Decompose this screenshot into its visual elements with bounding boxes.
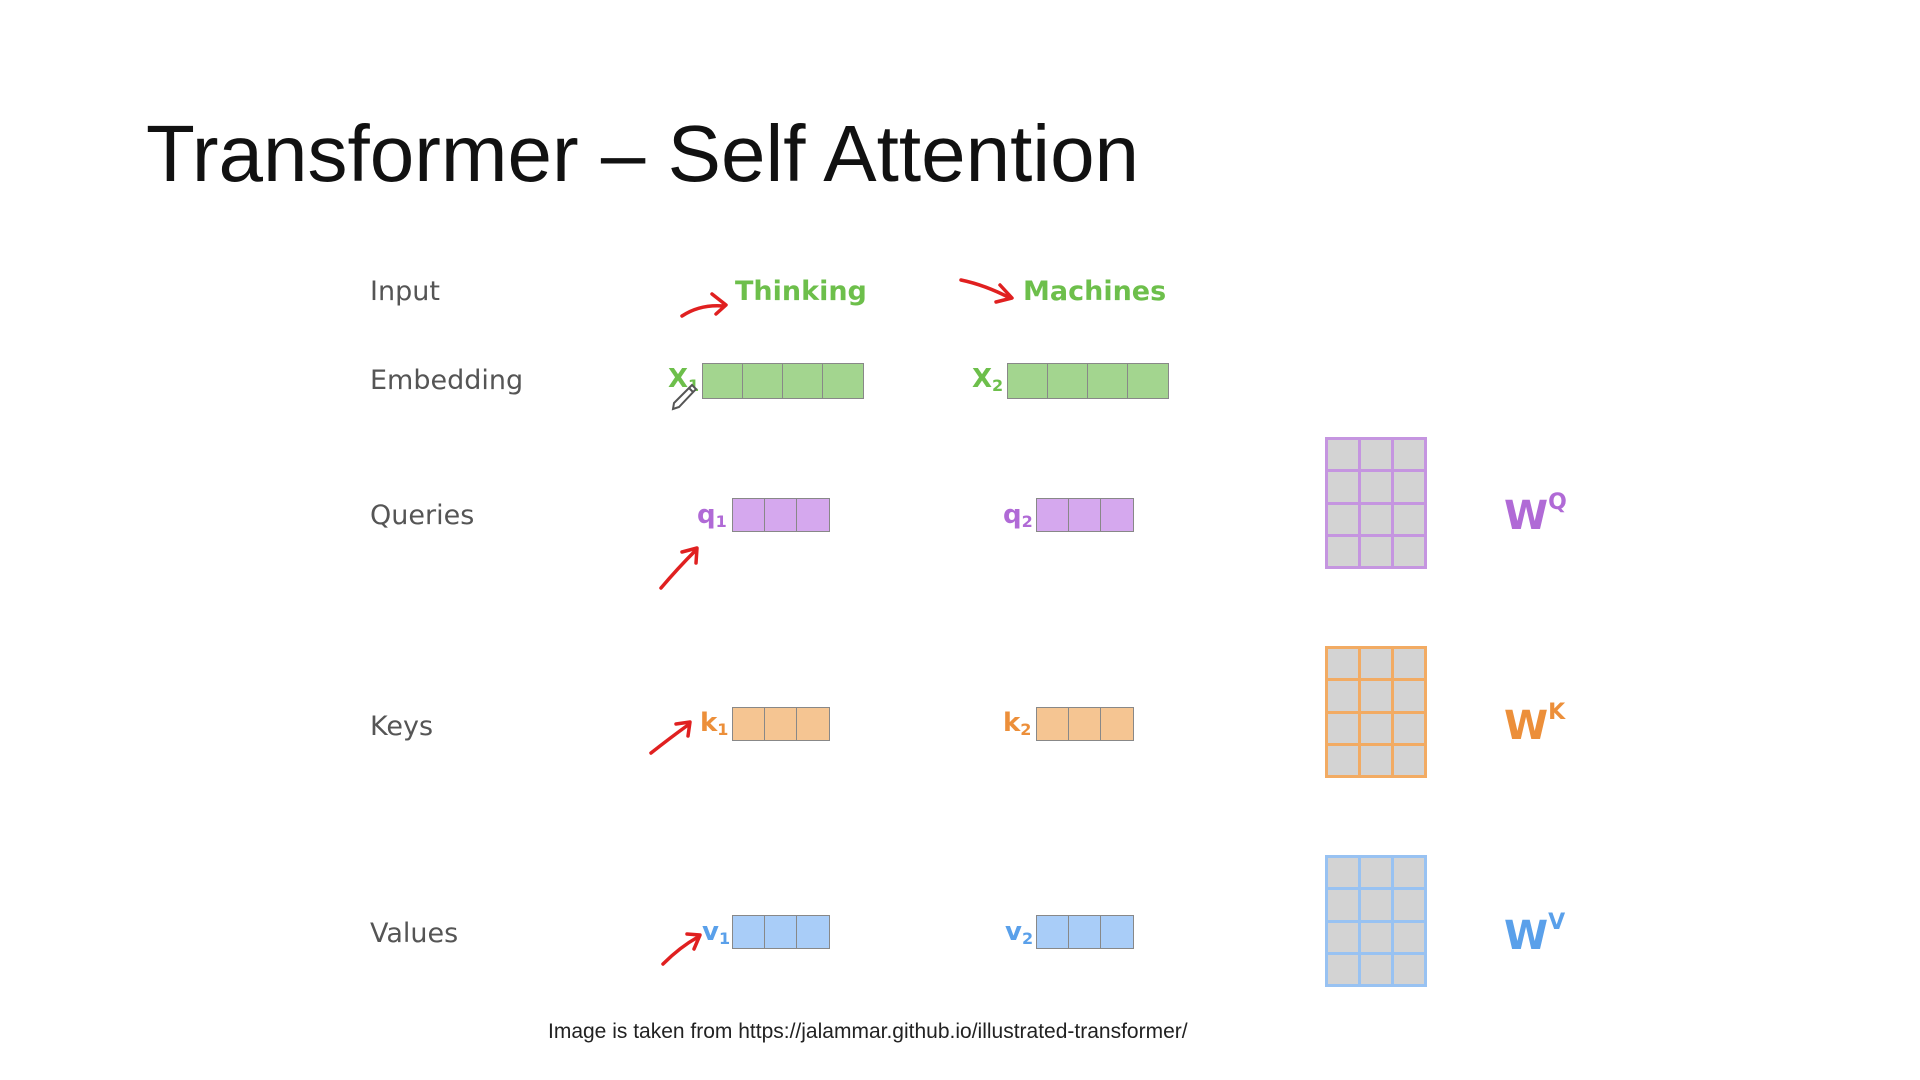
input-word-machines: Machines [1023, 276, 1167, 307]
value-vector-v1 [732, 915, 830, 949]
vector-label-v1: v1 [702, 917, 731, 948]
source-caption: Image is taken from https://jalammar.git… [548, 1020, 1188, 1043]
vector-label-k2: k2 [1003, 708, 1032, 739]
row-label-keys: Keys [370, 711, 434, 742]
embedding-vector-x1 [702, 363, 864, 399]
row-label-values: Values [370, 918, 459, 949]
annotation-arrow-k1 [649, 720, 692, 755]
row-label-embedding: Embedding [370, 365, 524, 396]
query-vector-q1 [732, 498, 830, 532]
annotation-arrow-v1 [661, 932, 702, 966]
key-vector-k2 [1036, 707, 1134, 741]
vector-label-k1: k1 [700, 708, 729, 739]
weight-label-wq: WQ [1504, 490, 1567, 539]
annotation-arrow-q1 [659, 546, 699, 590]
pen-cursor-icon [671, 383, 698, 411]
query-vector-q2 [1036, 498, 1134, 532]
vector-label-q2: q2 [1003, 500, 1033, 531]
embedding-vector-x2 [1007, 363, 1169, 399]
key-vector-k1 [732, 707, 830, 741]
vector-label-q1: q1 [697, 500, 727, 531]
weight-matrix-wv [1325, 855, 1427, 987]
annotation-arrow-machines [959, 278, 1014, 304]
vector-label-v2: v2 [1005, 917, 1034, 948]
slide-title: Transformer – Self Attention [146, 109, 1140, 198]
row-label-queries: Queries [370, 500, 475, 531]
input-word-thinking: Thinking [735, 276, 867, 307]
value-vector-v2 [1036, 915, 1134, 949]
annotation-arrow-thinking [680, 292, 728, 318]
row-label-input: Input [370, 276, 440, 307]
weight-label-wk: WK [1504, 700, 1566, 749]
weight-label-wv: WV [1504, 910, 1566, 959]
weight-matrix-wq [1325, 437, 1427, 569]
vector-label-x2: X2 [972, 364, 1004, 395]
weight-matrix-wk [1325, 646, 1427, 778]
